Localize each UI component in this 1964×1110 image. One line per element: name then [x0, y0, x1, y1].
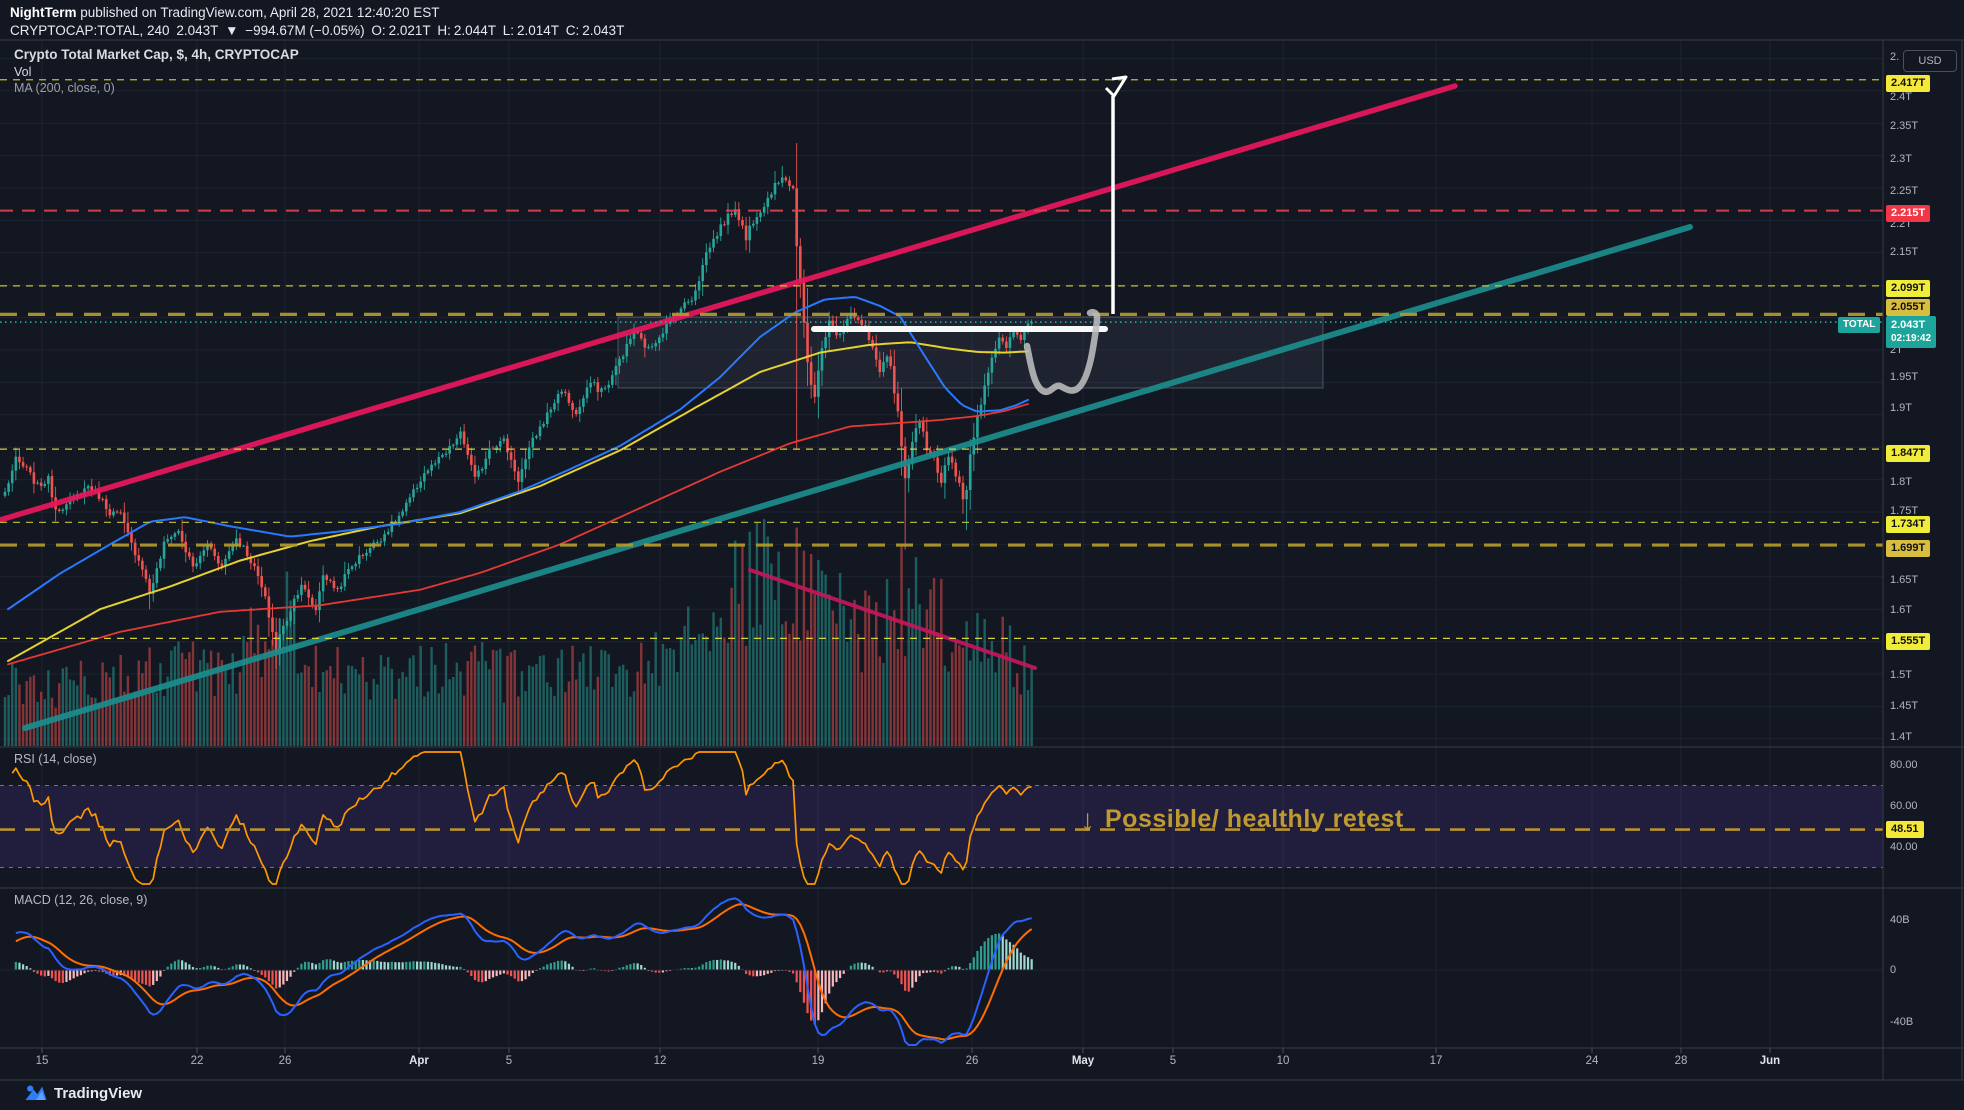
price-tick: 1.9T [1890, 402, 1913, 414]
time-tick: 17 [1429, 1055, 1443, 1067]
symbol-price-tag: TOTAL [1838, 317, 1881, 333]
price-level-chip: 2.055T [1886, 298, 1931, 316]
price-tick: 2.25T [1890, 185, 1919, 197]
price-level-chip: 2.215T [1886, 204, 1931, 222]
open-label: O: [371, 23, 386, 38]
price-tick: 80.00 [1890, 759, 1918, 771]
retest-annotation-text: Possible/ healthly retest [1105, 804, 1404, 833]
price-level-chip: 48.51 [1886, 820, 1924, 838]
tradingview-logo-text: TradingView [54, 1084, 143, 1102]
price-tick: 2.3T [1890, 153, 1913, 165]
rsi-pane-label[interactable]: RSI (14, close) [14, 752, 97, 766]
legend-title[interactable]: Crypto Total Market Cap, $, 4h, CRYPTOCA… [14, 47, 299, 62]
high-label: H: [437, 23, 451, 38]
time-tick: 26 [278, 1055, 292, 1067]
retest-annotation[interactable]: ↓ Possible/ healthly retest [1080, 802, 1404, 837]
time-tick: May [1071, 1055, 1095, 1067]
time-tick: 15 [35, 1055, 49, 1067]
price-tick: 2. [1890, 51, 1900, 63]
time-tick: 22 [190, 1055, 204, 1067]
symbol-name[interactable]: CRYPTOCAP:TOTAL, 240 [10, 23, 170, 38]
macd-pane-label[interactable]: MACD (12, 26, close, 9) [14, 893, 148, 907]
price-tick: 0 [1890, 964, 1897, 976]
chart-legend[interactable]: Crypto Total Market Cap, $, 4h, CRYPTOCA… [14, 47, 299, 95]
time-tick: 24 [1585, 1055, 1599, 1067]
price-tick: 40.00 [1890, 841, 1918, 853]
price-axis[interactable]: 2. 2.4T 2.35T 2.3T 2.25T 2.2T 2.15T 2T 1.95T 1.9T… [1884, 40, 1964, 1080]
time-tick: 26 [965, 1055, 979, 1067]
last-price: 2.043T [176, 23, 219, 38]
price-tick: 1.45T [1890, 700, 1919, 712]
price-change: −994.67M (−0.05%) [245, 23, 365, 38]
time-tick: 12 [653, 1055, 667, 1067]
price-down-icon: ▼ [225, 23, 239, 38]
time-tick: 10 [1276, 1055, 1290, 1067]
time-tick: 28 [1674, 1055, 1688, 1067]
time-tick: Apr [409, 1055, 429, 1067]
tradingview-logo-icon [25, 1085, 47, 1100]
price-tick: 1.6T [1890, 604, 1913, 616]
price-tick: 60.00 [1890, 800, 1918, 812]
currency-toggle-button[interactable]: USD [1903, 50, 1957, 72]
time-tick: 5 [1169, 1055, 1177, 1067]
price-tick: 1.5T [1890, 669, 1913, 681]
price-level-chip: 2.043T 02:19:42 [1886, 316, 1937, 348]
time-axis[interactable]: 15 22 26 Apr 5 12 19 26 May 5 10 17 24 28 Jun [0, 1048, 1964, 1080]
price-tick: 1.75T [1890, 505, 1919, 517]
price-tick: 40B [1890, 914, 1910, 926]
down-arrow-icon: ↓ [1080, 804, 1095, 837]
tradingview-logo[interactable]: TradingView [24, 1081, 142, 1105]
price-level-chip: 1.734T [1886, 515, 1931, 533]
countdown-timer: 02:19:42 [1891, 333, 1932, 344]
price-tick: 1.4T [1890, 731, 1913, 743]
price-level-chip: 2.099T [1886, 279, 1931, 297]
price-tick: 1.95T [1890, 371, 1919, 383]
time-tick: Jun [1759, 1055, 1781, 1067]
price-tick: -40B [1890, 1016, 1914, 1028]
author-name: NightTerm [10, 5, 77, 20]
price-level-chip: 1.847T [1886, 444, 1931, 462]
close-label: C: [565, 23, 580, 38]
high-value: 2.044T [453, 23, 496, 38]
price-level-chip: 2.417T [1886, 74, 1931, 92]
time-tick: 5 [505, 1055, 513, 1067]
open-value: 2.021T [388, 23, 431, 38]
published-text: published on TradingView.com, April 28, … [76, 5, 440, 20]
price-tick: 2.4T [1890, 91, 1913, 103]
low-label: L: [502, 23, 514, 38]
low-value: 2.014T [516, 23, 560, 38]
price-level-chip: 1.555T [1886, 632, 1931, 650]
price-tick: 2.35T [1890, 120, 1919, 132]
time-tick: 19 [811, 1055, 825, 1067]
price-tick: 2.15T [1890, 246, 1919, 258]
close-value: 2.043T [582, 23, 625, 38]
price-tick: 1.65T [1890, 574, 1919, 586]
symbol-status-row: CRYPTOCAP:TOTAL, 240 2.043T ▼ −994.67M (… [10, 22, 627, 40]
publish-header: NightTerm published on TradingView.com, … [10, 4, 440, 22]
price-tick: 1.8T [1890, 476, 1913, 488]
legend-ma[interactable]: MA (200, close, 0) [14, 81, 115, 95]
legend-volume[interactable]: Vol [14, 65, 32, 79]
price-level-chip: 1.699T [1886, 539, 1931, 557]
